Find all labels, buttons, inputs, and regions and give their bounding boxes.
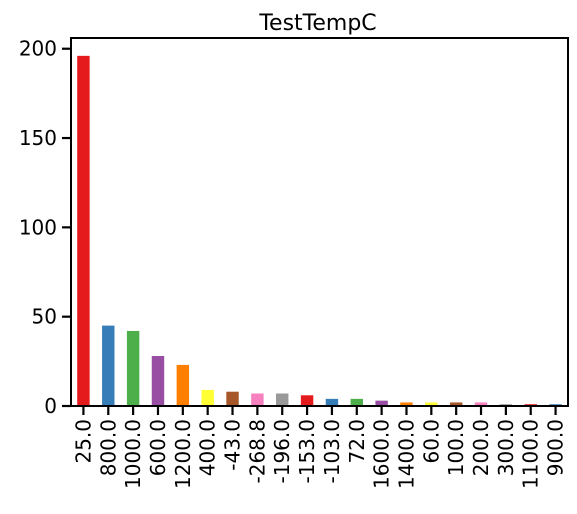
chart-title: TestTempC: [258, 11, 376, 36]
y-tick-label: 200: [19, 37, 57, 61]
x-tick-label: 900.0: [544, 419, 568, 476]
x-tick-label: 1200.0: [171, 419, 195, 489]
bar--153.0: [300, 395, 314, 406]
x-tick-label: -153.0: [295, 419, 319, 483]
x-tick-label: 200.0: [469, 419, 493, 476]
x-tick-label: 300.0: [494, 419, 518, 476]
bar--103.0: [325, 398, 339, 406]
x-tick-label: -43.0: [221, 419, 245, 471]
bar--43.0: [226, 391, 239, 406]
y-tick-label: 150: [19, 126, 57, 150]
axes-layer: 0 50 100 150 200 25.0 800.0 1000.0 600.0 1200.0 40…: [19, 37, 569, 489]
bar--268.8: [251, 393, 264, 406]
bar-800.0: [102, 325, 115, 406]
x-tick-label: 400.0: [196, 419, 220, 476]
x-tick-label: -268.8: [245, 419, 269, 483]
y-tick-label: 0: [44, 394, 57, 418]
bar-72.0: [350, 398, 363, 406]
bar-400.0: [201, 389, 214, 406]
x-tick-label: 1100.0: [519, 419, 543, 489]
x-tick-label: 100.0: [444, 419, 468, 476]
x-tick-label: 1600.0: [370, 419, 394, 489]
bar-25.0: [77, 55, 90, 407]
bar-100.0: [449, 402, 463, 406]
x-tick-label: 72.0: [345, 419, 369, 464]
bar-600.0: [151, 355, 165, 406]
x-tick-label: -196.0: [270, 419, 294, 483]
y-tick-label: 50: [32, 305, 57, 329]
x-tick-label: 1000.0: [121, 419, 145, 489]
x-tick-label: 25.0: [71, 419, 95, 464]
bar-200.0: [474, 402, 488, 406]
bar-1600.0: [375, 400, 388, 406]
x-tick-label: 800.0: [96, 419, 120, 476]
bar-1200.0: [176, 364, 190, 406]
x-tick-label: -103.0: [320, 419, 344, 483]
bars-layer: [77, 55, 562, 407]
bar-1400.0: [400, 402, 413, 406]
bar-60.0: [425, 402, 438, 406]
x-tick-label: 600.0: [146, 419, 170, 476]
bar--196.0: [276, 393, 289, 406]
y-tick-label: 100: [19, 215, 57, 239]
x-tick-label: 1400.0: [394, 419, 418, 489]
plot-frame: [70, 37, 569, 407]
x-tick-label: 60.0: [419, 419, 443, 464]
bar-1000.0: [126, 330, 140, 406]
